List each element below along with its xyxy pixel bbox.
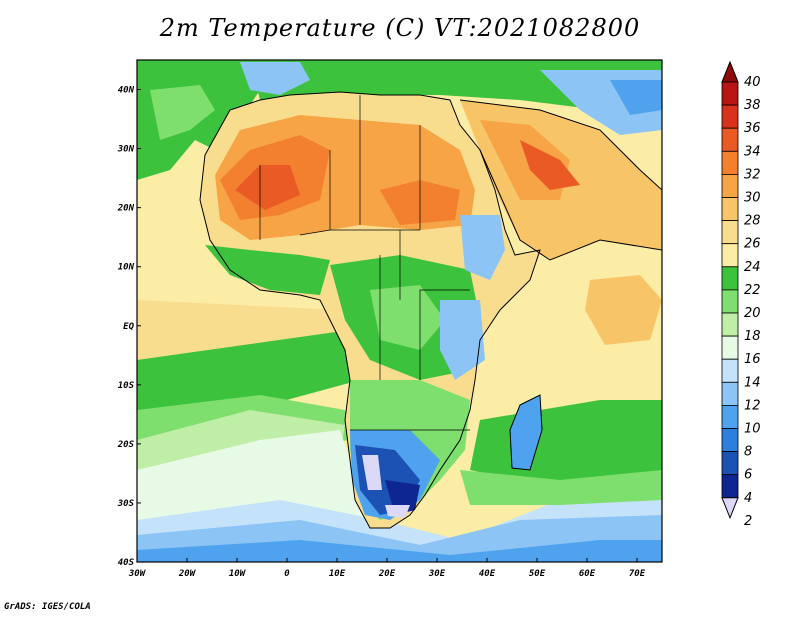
congo-20	[370, 285, 445, 350]
colorbar-label: 36	[744, 121, 761, 136]
colorbar-segment	[721, 428, 739, 453]
colorbar-segment	[721, 335, 739, 360]
persian-gulf-34	[520, 140, 580, 190]
colorbar-label: 2	[744, 514, 752, 529]
colorbar-label: 18	[744, 329, 761, 344]
colorbar-segment	[721, 381, 739, 406]
colorbar-segment	[721, 358, 739, 383]
lon-tick-label: 60E	[579, 569, 596, 579]
longitude-axis: 30W 20W 10W 0 10E 20E 30E 40E 50E 60E 70E	[128, 558, 646, 579]
lon-tick-label: 30E	[428, 569, 446, 579]
lon-tick-label: 70E	[629, 569, 646, 579]
namib-2	[362, 455, 382, 490]
iran-mountains	[610, 80, 662, 115]
colorbar-segment	[721, 150, 739, 175]
colorbar-segment	[721, 173, 739, 198]
arabia-coastline	[459, 99, 662, 191]
colorbar-segment	[721, 451, 739, 476]
map-title: 2m Temperature (C) VT:2021082800	[159, 14, 641, 42]
colorbar-arrow-top	[721, 60, 739, 83]
arabian-sea-warm	[585, 275, 662, 345]
colorbar-segment	[721, 289, 739, 314]
west-africa-22	[205, 245, 330, 295]
credit-label: GrADS: IGES/COLA	[4, 602, 91, 612]
lon-tick-label: 10W	[229, 569, 247, 579]
colorbar-segment	[721, 404, 739, 429]
colorbar-label: 28	[744, 214, 761, 229]
colorbar-label: 6	[744, 468, 752, 483]
lat-tick-label: 30N	[117, 145, 135, 155]
lat-tick-label: 40N	[118, 86, 135, 96]
lon-tick-label: 30W	[128, 569, 147, 579]
colorbar-label: 16	[744, 352, 761, 367]
colorbar-label: 38	[744, 98, 761, 113]
colorbar-segment	[721, 220, 739, 245]
colorbar-label: 4	[744, 491, 752, 506]
colorbar-segment	[721, 266, 739, 291]
colorbar-label: 8	[744, 445, 752, 460]
lon-tick-label: 40E	[479, 569, 496, 579]
colorbar-segment	[721, 104, 739, 129]
ethiopia-cool	[460, 215, 505, 280]
colorbar-label: 14	[744, 375, 761, 390]
map-frame	[136, 59, 663, 563]
colorbar-label: 20	[744, 306, 761, 321]
lat-tick-label: 30S	[117, 499, 135, 509]
latitude-axis: 40N 30N 20N 10N EQ 10S 20S 30S 40S	[117, 86, 141, 568]
colorbar: 40 38 36 34 32 30 28 26 24 22 20 18 16 14 12 10 8 6 4 2	[721, 60, 761, 529]
colorbar-arrow-bottom	[721, 497, 739, 520]
lon-tick-label: 0	[284, 569, 290, 579]
colorbar-segment	[721, 127, 739, 152]
colorbar-segment	[721, 474, 739, 499]
colorbar-segment	[721, 312, 739, 337]
lon-tick-label: 10E	[329, 569, 346, 579]
west-sahara-34	[235, 165, 300, 210]
colorbar-label: 10	[744, 422, 761, 437]
colorbar-label: 40	[744, 75, 761, 90]
map-field	[137, 60, 662, 562]
lon-tick-label: 20W	[178, 569, 197, 579]
cape-2	[385, 505, 410, 518]
colorbar-label: 30	[744, 191, 761, 206]
red-sea-coastline	[479, 149, 662, 261]
iberia-cool	[240, 62, 310, 95]
colorbar-label: 32	[744, 167, 761, 182]
colorbar-label: 34	[744, 144, 761, 159]
indian-ocean-20	[460, 470, 662, 505]
colorbar-label: 12	[744, 398, 761, 413]
colorbar-label: 26	[744, 237, 761, 252]
southern-ocean-10	[137, 540, 662, 562]
lat-tick-label: 20N	[117, 204, 135, 214]
colorbar-segment	[721, 243, 739, 268]
madagascar-cool	[510, 395, 542, 470]
colorbar-segment	[721, 197, 739, 222]
east-africa-highlands	[440, 300, 485, 380]
madagascar-coastline	[509, 394, 543, 471]
lat-tick-label: 10S	[118, 381, 135, 391]
lat-tick-label: 10N	[118, 263, 135, 273]
colorbar-label: 22	[744, 283, 761, 298]
colorbar-label: 24	[744, 260, 761, 275]
country-borders	[259, 95, 470, 431]
north-atlantic-cooler	[150, 85, 215, 140]
lat-tick-label: EQ	[123, 322, 134, 332]
lon-tick-label: 20E	[378, 569, 396, 579]
africa-coastline	[199, 91, 541, 529]
colorbar-segment	[721, 81, 739, 106]
lat-tick-label: 20S	[117, 440, 135, 450]
lat-tick-label: 40S	[118, 558, 135, 568]
lon-tick-label: 50E	[529, 569, 546, 579]
